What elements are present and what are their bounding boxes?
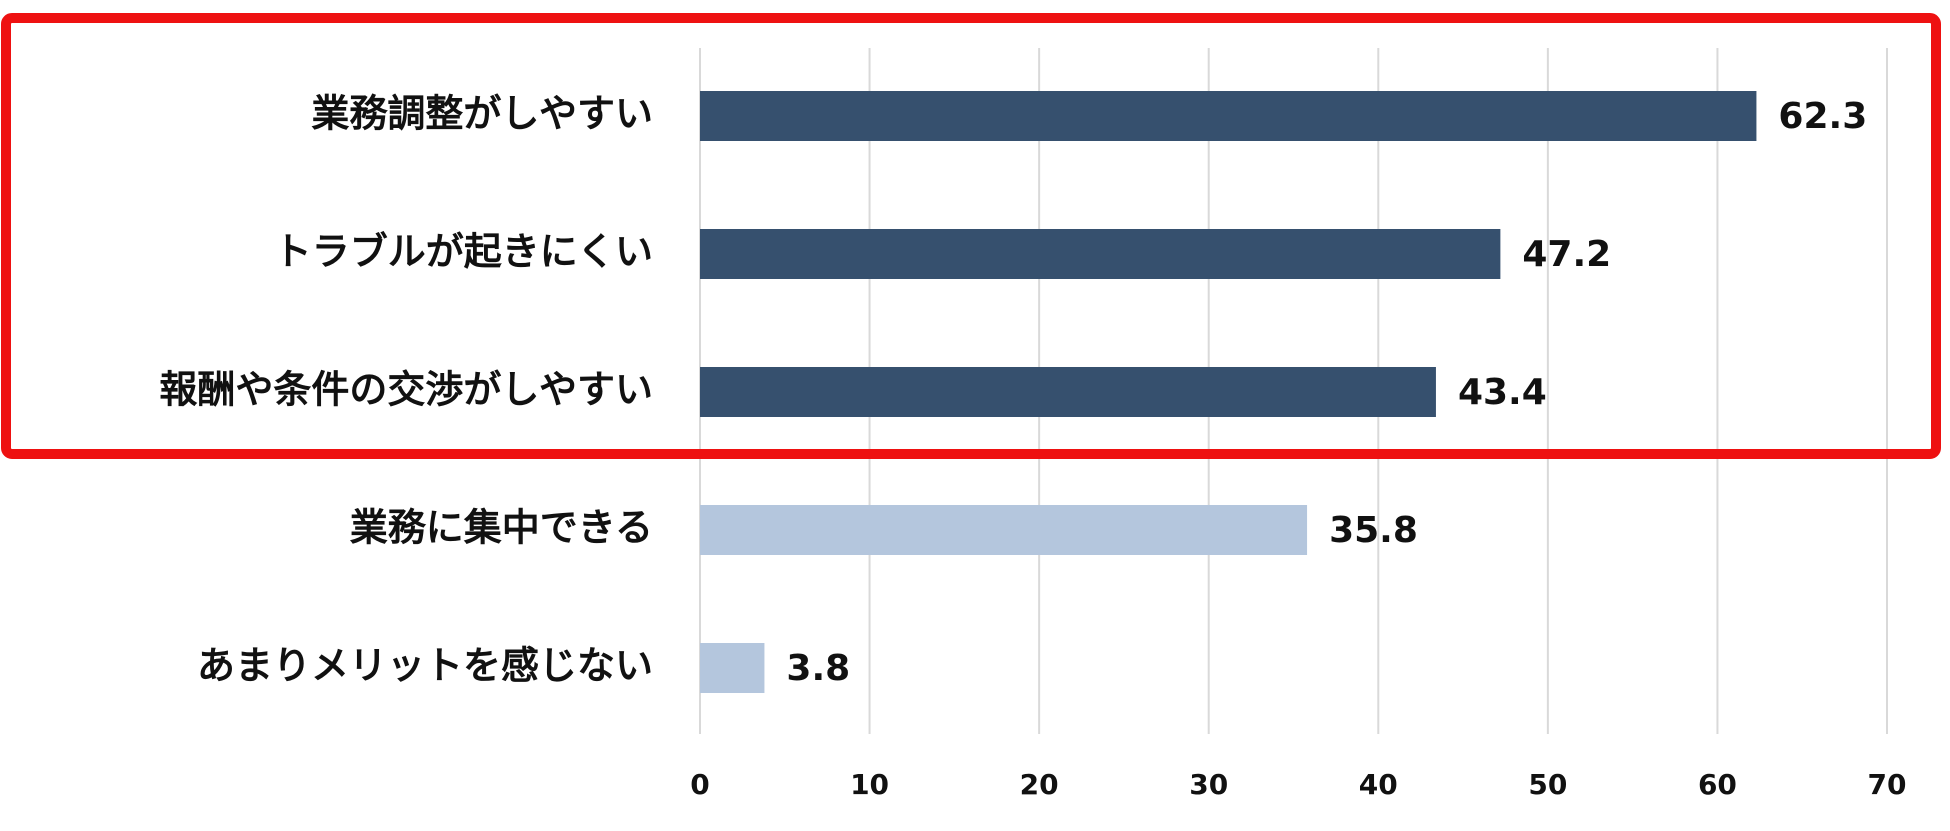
value-label: 3.8 [786,648,850,689]
x-tick-label: 40 [1359,768,1398,801]
bars: 業務調整がしやすい 62.3 トラブルが起きにくい 47.2 報酬や条件の交渉がしやすい… [159,91,1867,693]
value-label: 47.2 [1522,234,1611,275]
category-label: 報酬や条件の交渉がしやすい [159,368,653,412]
x-tick-label: 30 [1189,768,1228,801]
x-tick-label: 60 [1698,768,1737,801]
value-label: 62.3 [1778,96,1867,137]
bar [700,643,765,693]
value-label: 35.8 [1329,510,1418,551]
bar [700,91,1757,141]
category-label: あまりメリットを感じない [197,644,653,688]
x-tick-label: 70 [1868,768,1907,801]
category-label: トラブルが起きにくい [274,230,653,274]
x-tick-label: 50 [1528,768,1567,801]
x-tick-label: 0 [690,768,709,801]
category-label: 業務に集中できる [350,506,653,550]
bar [700,229,1501,279]
x-tick-label: 10 [850,768,889,801]
bar [700,367,1436,417]
value-label: 43.4 [1458,372,1547,413]
highlight-box [1,13,1941,459]
bar [700,505,1308,555]
x-tick-label: 20 [1020,768,1059,801]
category-label: 業務調整がしやすい [311,92,653,136]
